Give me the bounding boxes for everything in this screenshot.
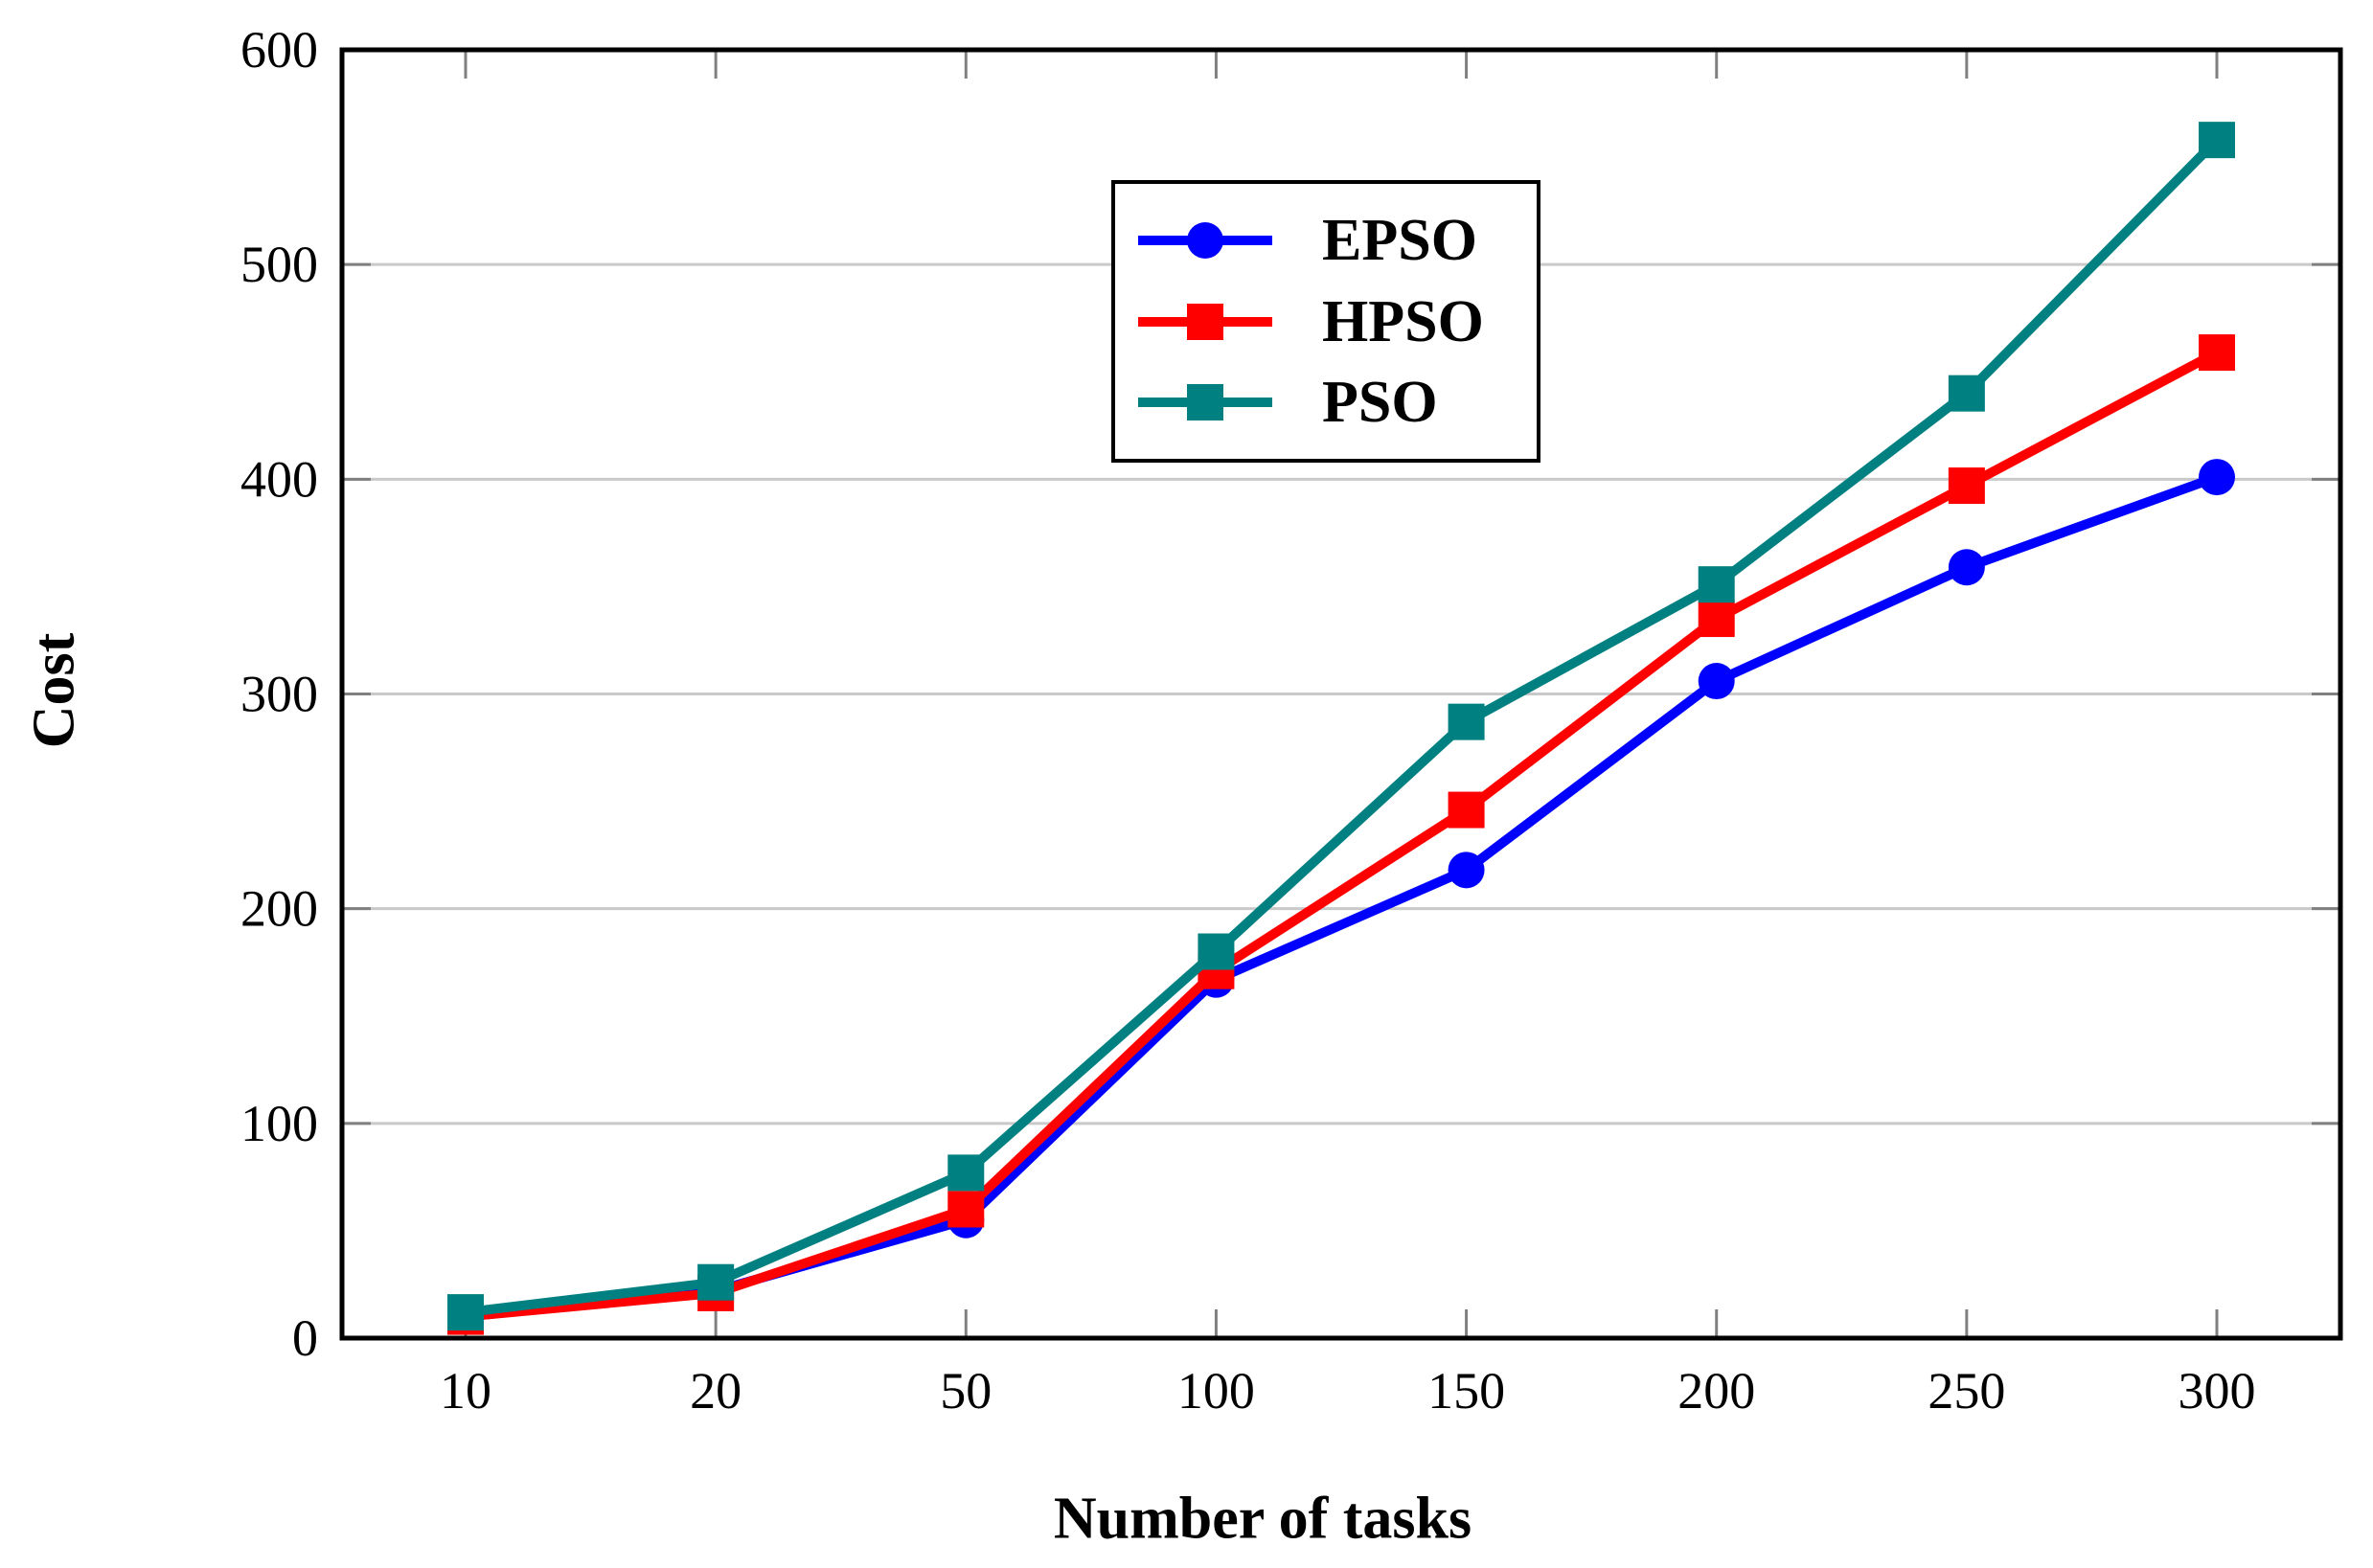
y-tick-label: 200 [240, 880, 318, 938]
legend-line-sample-epso [1138, 222, 1272, 260]
y-axis-label: Cost [21, 632, 87, 749]
marker-hpso-250 [1948, 467, 1985, 505]
series-pso-line [465, 136, 2221, 1318]
marker-pso-100 [1198, 933, 1235, 970]
legend-line-sample-pso [1138, 383, 1272, 420]
y-tick-label: 400 [240, 450, 318, 508]
marker-hpso-200 [1698, 601, 1735, 638]
marker-pso-200 [1698, 566, 1735, 603]
y-tick-label: 0 [292, 1309, 318, 1367]
hpso-square-marker-icon [1187, 303, 1223, 340]
marker-epso-200 [1698, 663, 1735, 700]
legend-label-pso: PSO [1322, 369, 1438, 435]
marker-pso-20 [697, 1263, 735, 1301]
x-tick-label: 250 [1928, 1362, 2005, 1420]
legend-item-pso: PSO [1138, 373, 1537, 432]
x-tick-label: 20 [690, 1362, 742, 1420]
x-tick-label: 10 [440, 1362, 491, 1420]
marker-hpso-300 [2199, 334, 2235, 372]
marker-hpso-50 [947, 1191, 985, 1228]
y-tick-label: 600 [240, 21, 318, 79]
marker-pso-250 [1948, 375, 1985, 412]
axis-frame [339, 47, 2343, 1341]
legend-label-hpso: HPSO [1322, 288, 1484, 354]
x-tick-label: 50 [940, 1362, 992, 1420]
legend-line-sample-hpso [1138, 303, 1272, 340]
marker-pso-10 [447, 1294, 484, 1331]
legend-label-epso: EPSO [1322, 208, 1477, 274]
x-tick-label: 300 [2179, 1362, 2256, 1420]
x-tick-label: 100 [1177, 1362, 1255, 1420]
legend-item-epso: EPSO [1138, 211, 1537, 270]
series-hpso-line [465, 348, 2220, 1322]
x-tick-label: 150 [1427, 1362, 1505, 1420]
marker-epso-150 [1448, 852, 1485, 889]
y-tick-label: 500 [240, 236, 318, 293]
marker-pso-50 [947, 1154, 985, 1192]
legend-item-hpso: HPSO [1138, 292, 1537, 352]
pso-square-marker-icon [1187, 383, 1223, 420]
y-tick-label: 300 [240, 666, 318, 723]
epso-circle-marker-icon [1187, 222, 1223, 260]
marker-hpso-150 [1448, 791, 1485, 829]
x-axis-label: Number of tasks [1053, 1486, 1472, 1552]
marker-pso-150 [1448, 703, 1485, 740]
legend-box: EPSO HPSO PSO [1111, 180, 1540, 463]
y-tick-label: 100 [240, 1095, 318, 1152]
marker-epso-250 [1948, 549, 1985, 586]
x-tick-label: 200 [1677, 1362, 1755, 1420]
series-epso-line [465, 472, 2219, 1322]
marker-epso-300 [2199, 459, 2235, 496]
marker-pso-300 [2199, 122, 2235, 159]
